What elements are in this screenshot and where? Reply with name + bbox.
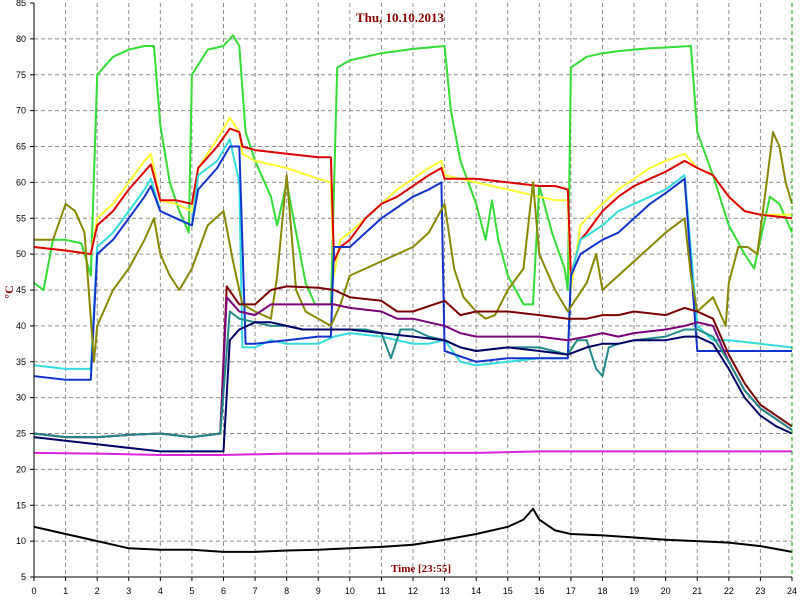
y-tick-label: 25 — [16, 429, 26, 439]
x-tick-label: 13 — [440, 586, 450, 596]
series-line — [33, 127, 793, 277]
series-line — [33, 507, 793, 553]
x-tick-label: 18 — [597, 586, 607, 596]
x-tick-label: 19 — [629, 586, 639, 596]
y-tick-label: 35 — [16, 357, 26, 367]
series-line — [33, 450, 792, 456]
y-tick-label: 30 — [16, 393, 26, 403]
x-axis-label: Time [23:55] — [391, 563, 451, 575]
x-tick-label: 14 — [471, 586, 481, 596]
x-tick-label: 22 — [724, 586, 734, 596]
y-tick-label: 40 — [16, 321, 26, 331]
x-tick-label: 11 — [377, 586, 386, 596]
x-tick-label: 9 — [316, 586, 321, 596]
y-tick-label: 75 — [16, 70, 26, 80]
y-tick-label: 55 — [16, 213, 26, 223]
x-tick-label: 4 — [158, 586, 163, 596]
x-tick-labels: 0 1 2 3 4 5 6 7 8 9 10 11 12 13 14 15 16 17 18 19 20 21 22 23 24 — [31, 586, 797, 596]
series-line — [34, 131, 793, 363]
series-lines — [33, 34, 793, 553]
x-tick-label: 7 — [253, 586, 258, 596]
y-tick-label: 50 — [16, 249, 26, 259]
x-tick-label: 1 — [63, 586, 68, 596]
y-tick-label: 60 — [16, 177, 26, 187]
x-tick-label: 16 — [534, 586, 544, 596]
x-tick-label: 10 — [345, 586, 355, 596]
x-tick-label: 15 — [503, 586, 513, 596]
y-tick-label: 70 — [16, 106, 26, 116]
x-tick-label: 12 — [408, 586, 418, 596]
x-tick-label: 21 — [692, 586, 702, 596]
y-tick-labels: 5 10 15 20 25 30 35 40 45 50 55 60 65 70 75 80 85 — [16, 0, 26, 582]
x-tick-label: 6 — [221, 586, 226, 596]
x-tick-label: 23 — [755, 586, 765, 596]
x-tick-label: 24 — [787, 586, 797, 596]
series-line — [33, 145, 792, 381]
x-tick-label: 8 — [284, 586, 289, 596]
y-tick-label: 10 — [16, 536, 26, 546]
x-tick-label: 0 — [31, 586, 36, 596]
series-line — [33, 321, 793, 453]
x-tick-label: 20 — [661, 586, 671, 596]
chart-title: Thu, 10.10.2013 — [356, 10, 445, 25]
y-tick-label: 20 — [16, 464, 26, 474]
y-tick-label: 15 — [16, 500, 26, 510]
series-line — [33, 34, 793, 306]
axes — [30, 2, 793, 581]
series-line — [33, 138, 793, 370]
x-tick-label: 5 — [189, 586, 194, 596]
y-tick-label: 80 — [16, 34, 26, 44]
y-tick-label: 5 — [21, 572, 26, 582]
y-tick-label: 65 — [16, 142, 26, 152]
y-tick-label: 45 — [16, 285, 26, 295]
x-tick-label: 3 — [126, 586, 131, 596]
x-tick-label: 17 — [566, 586, 576, 596]
x-tick-label: 2 — [95, 586, 100, 596]
y-axis-label: °C — [2, 285, 16, 298]
gridlines — [34, 3, 792, 577]
y-tick-label: 85 — [16, 0, 26, 8]
